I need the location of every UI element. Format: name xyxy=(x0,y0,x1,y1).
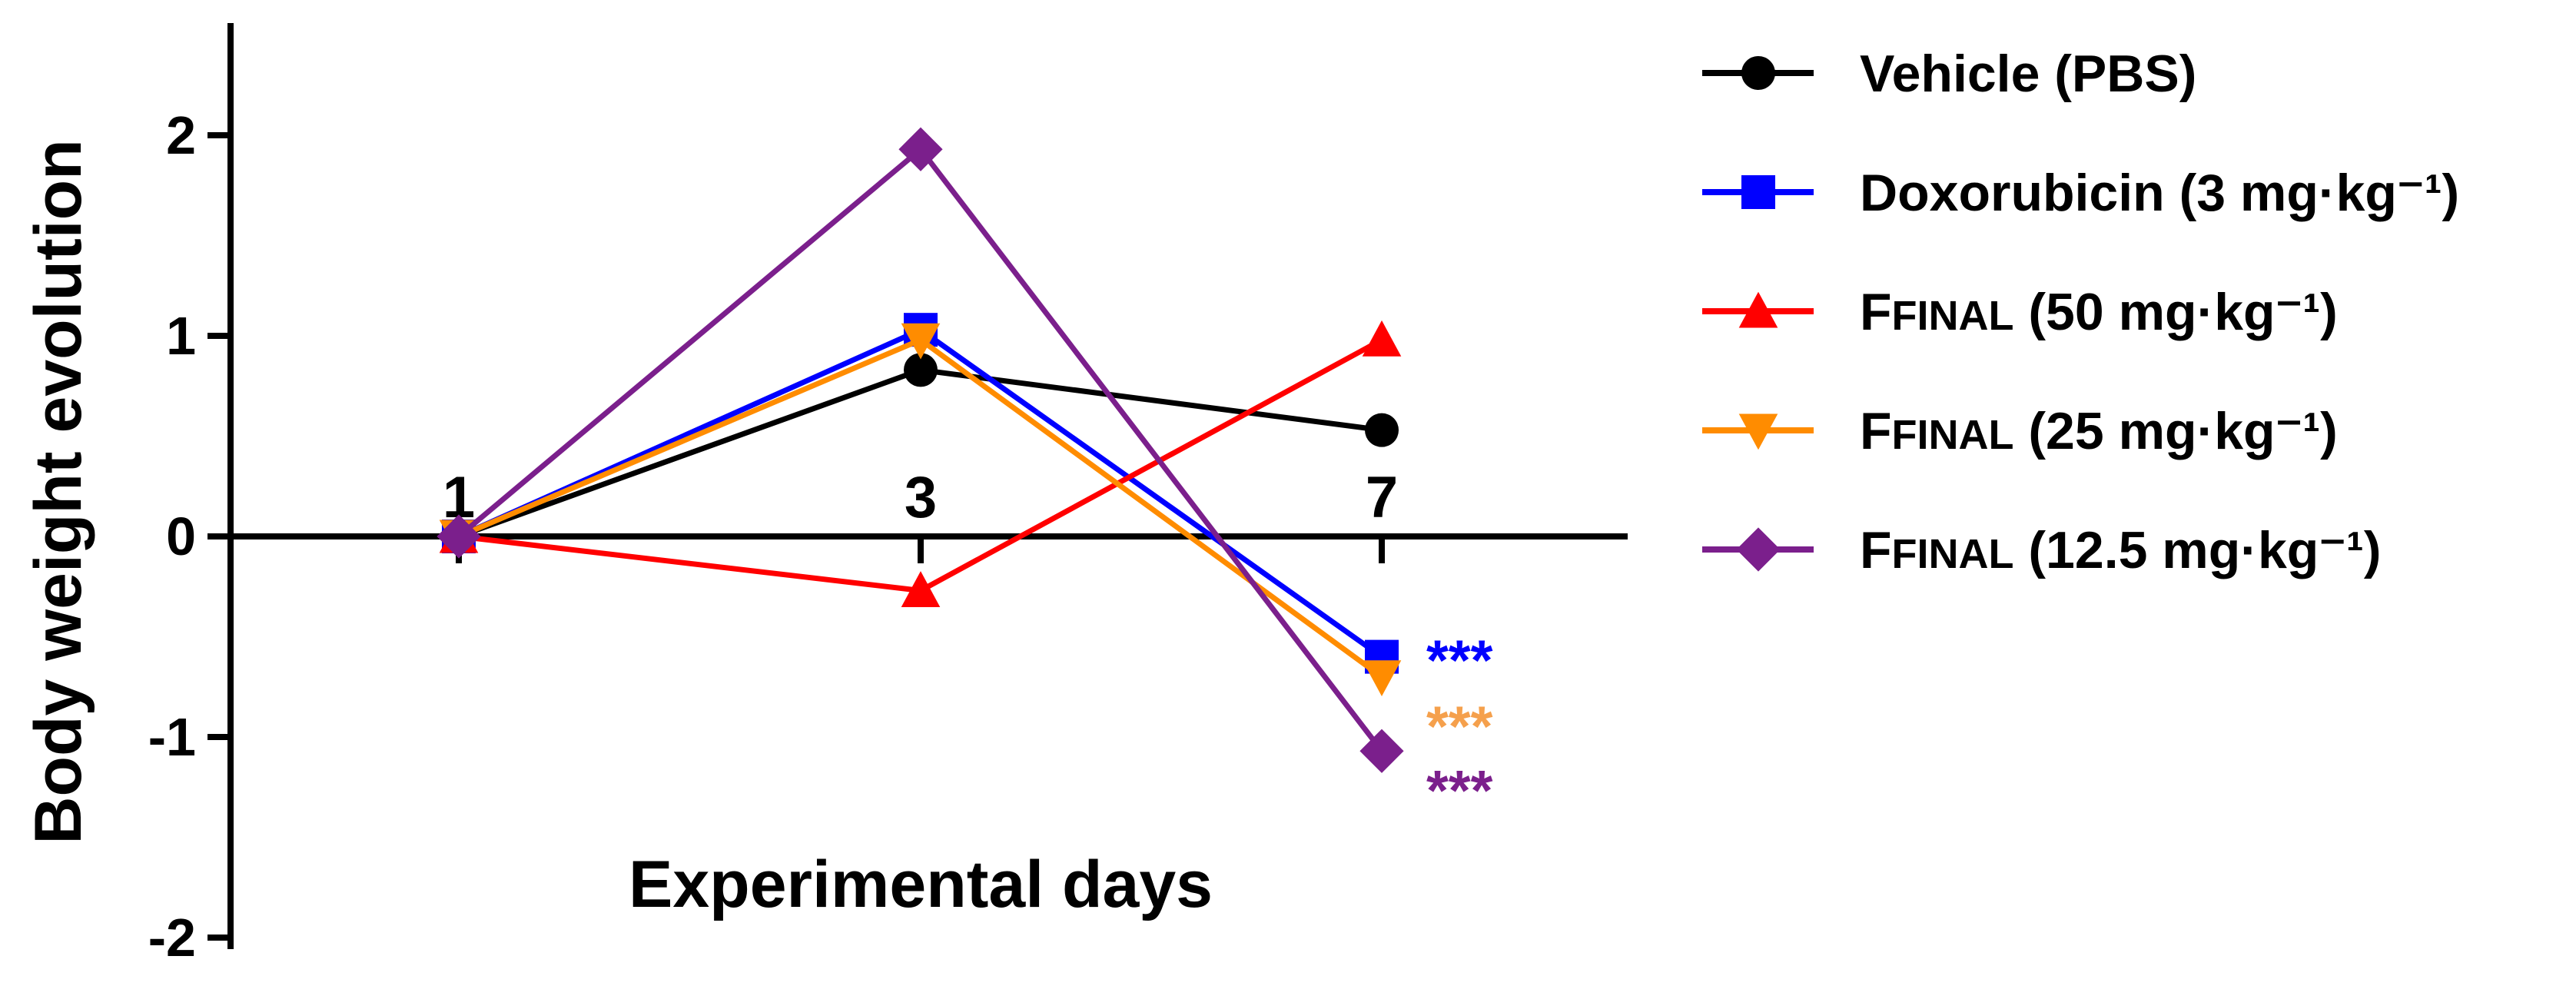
legend-marker xyxy=(1738,291,1778,328)
legend-label: Doxorubicin (3 mg·kg⁻¹) xyxy=(1860,164,2459,222)
legend-item: FFINAL (25 mg·kg⁻¹) xyxy=(1702,402,2338,460)
series-4 xyxy=(437,127,1404,773)
legend-label: Vehicle (PBS) xyxy=(1860,45,2196,103)
y-axis-title: Body weight evolution xyxy=(22,139,95,844)
legend: Vehicle (PBS) Doxorubicin (3 mg·kg⁻¹) FFIN… xyxy=(1702,45,2459,579)
legend-label: FFINAL (25 mg·kg⁻¹) xyxy=(1860,402,2338,460)
data-point xyxy=(901,571,941,607)
data-point xyxy=(1365,413,1399,447)
y-tick-label: 1 xyxy=(166,306,196,366)
y-tick-label: 0 xyxy=(166,506,196,566)
series-layer xyxy=(437,127,1404,773)
legend-item: Doxorubicin (3 mg·kg⁻¹) xyxy=(1702,164,2459,222)
x-axis-title: Experimental days xyxy=(629,848,1213,921)
data-point xyxy=(1362,660,1402,696)
x-tick-label: 3 xyxy=(905,465,937,530)
series-line xyxy=(456,145,1384,753)
legend-marker xyxy=(1741,56,1775,90)
legend-label: FFINAL (12.5 mg·kg⁻¹) xyxy=(1860,521,2381,579)
y-tick-label: 2 xyxy=(166,105,196,165)
legend-item: FFINAL (12.5 mg·kg⁻¹) xyxy=(1702,521,2381,579)
significance-label: *** xyxy=(1426,694,1493,758)
annotation-layer: ********* xyxy=(1426,628,1493,822)
data-point xyxy=(904,353,938,387)
data-point xyxy=(1359,729,1404,773)
data-point xyxy=(1362,320,1402,357)
y-tick-label: -1 xyxy=(148,707,196,767)
x-tick-label: 7 xyxy=(1366,465,1398,530)
legend-item: Vehicle (PBS) xyxy=(1702,45,2196,103)
legend-marker xyxy=(1738,413,1778,450)
legend-item: FFINAL (50 mg·kg⁻¹) xyxy=(1702,283,2338,341)
data-point xyxy=(901,323,941,360)
y-tick-label: -2 xyxy=(148,908,196,968)
legend-label: FFINAL (50 mg·kg⁻¹) xyxy=(1860,283,2338,341)
significance-label: *** xyxy=(1426,759,1493,822)
legend-marker xyxy=(1736,527,1781,572)
data-point xyxy=(898,127,943,171)
significance-label: *** xyxy=(1426,628,1493,692)
data-point xyxy=(437,514,481,559)
legend-marker xyxy=(1741,175,1775,209)
